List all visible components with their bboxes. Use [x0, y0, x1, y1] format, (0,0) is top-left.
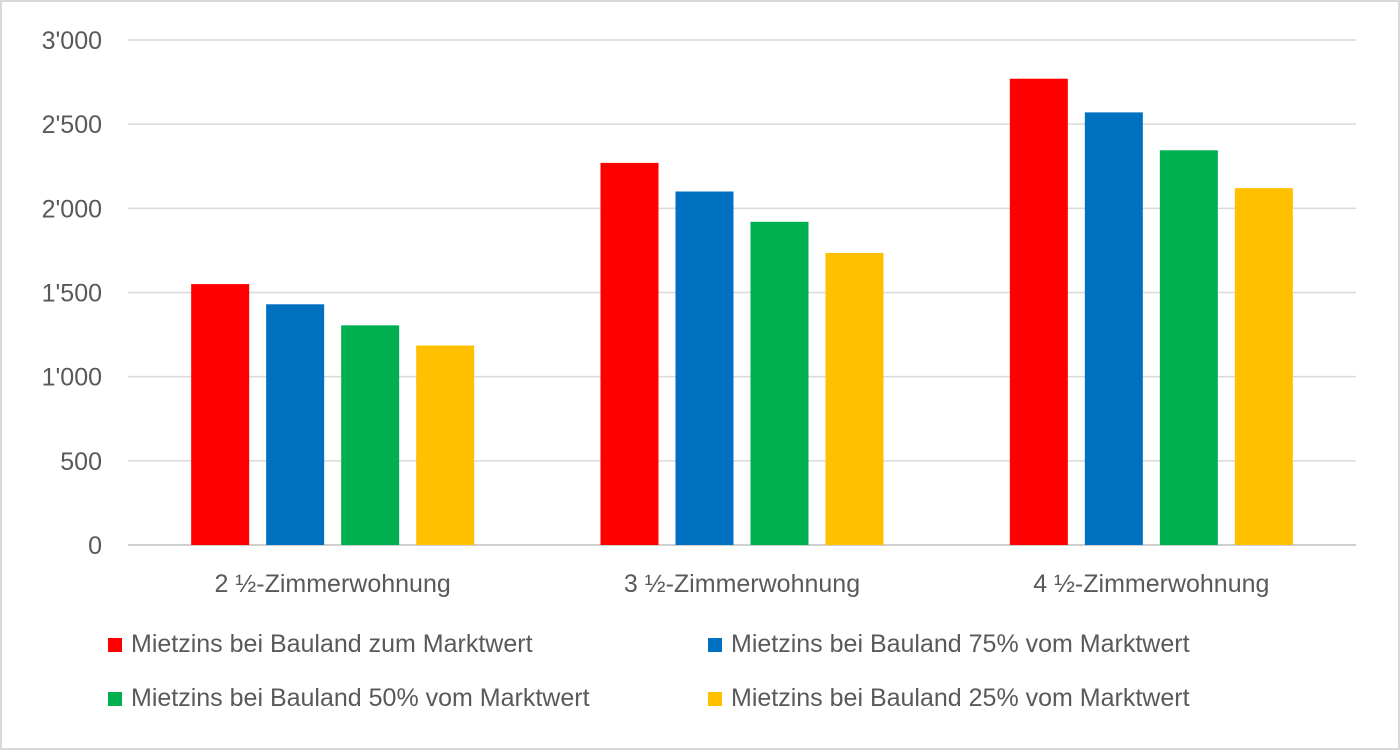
y-tick-label: 1'000 [42, 364, 102, 392]
bar [1234, 188, 1293, 545]
bar [825, 252, 884, 546]
bar [600, 162, 659, 545]
y-axis-tick-labels: 0 500 1'000 1'500 2'000 2'500 3'000 [42, 27, 102, 560]
y-tick-label: 500 [60, 448, 102, 476]
y-tick-label: 2'000 [42, 195, 102, 223]
bar [191, 284, 250, 545]
bar [266, 304, 325, 545]
gridlines [128, 39, 1356, 546]
bar [1009, 78, 1068, 545]
category-label: 2 ½-Zimmerwohnung [215, 570, 451, 598]
bar [341, 325, 400, 545]
y-tick-label: 0 [88, 532, 102, 560]
category-label: 4 ½-Zimmerwohnung [1033, 570, 1269, 598]
bars [191, 78, 1293, 546]
y-tick-label: 1'500 [42, 280, 102, 308]
bar [675, 191, 734, 545]
bar [416, 345, 475, 545]
bar [1159, 150, 1218, 545]
bar [750, 221, 809, 546]
bar [1084, 112, 1143, 545]
category-labels: 2 ½-Zimmerwohnung 3 ½-Zimmerwohnung 4 ½-Zi… [215, 570, 1270, 598]
y-tick-label: 2'500 [42, 111, 102, 139]
category-label: 3 ½-Zimmerwohnung [624, 570, 860, 598]
y-tick-label: 3'000 [42, 27, 102, 55]
